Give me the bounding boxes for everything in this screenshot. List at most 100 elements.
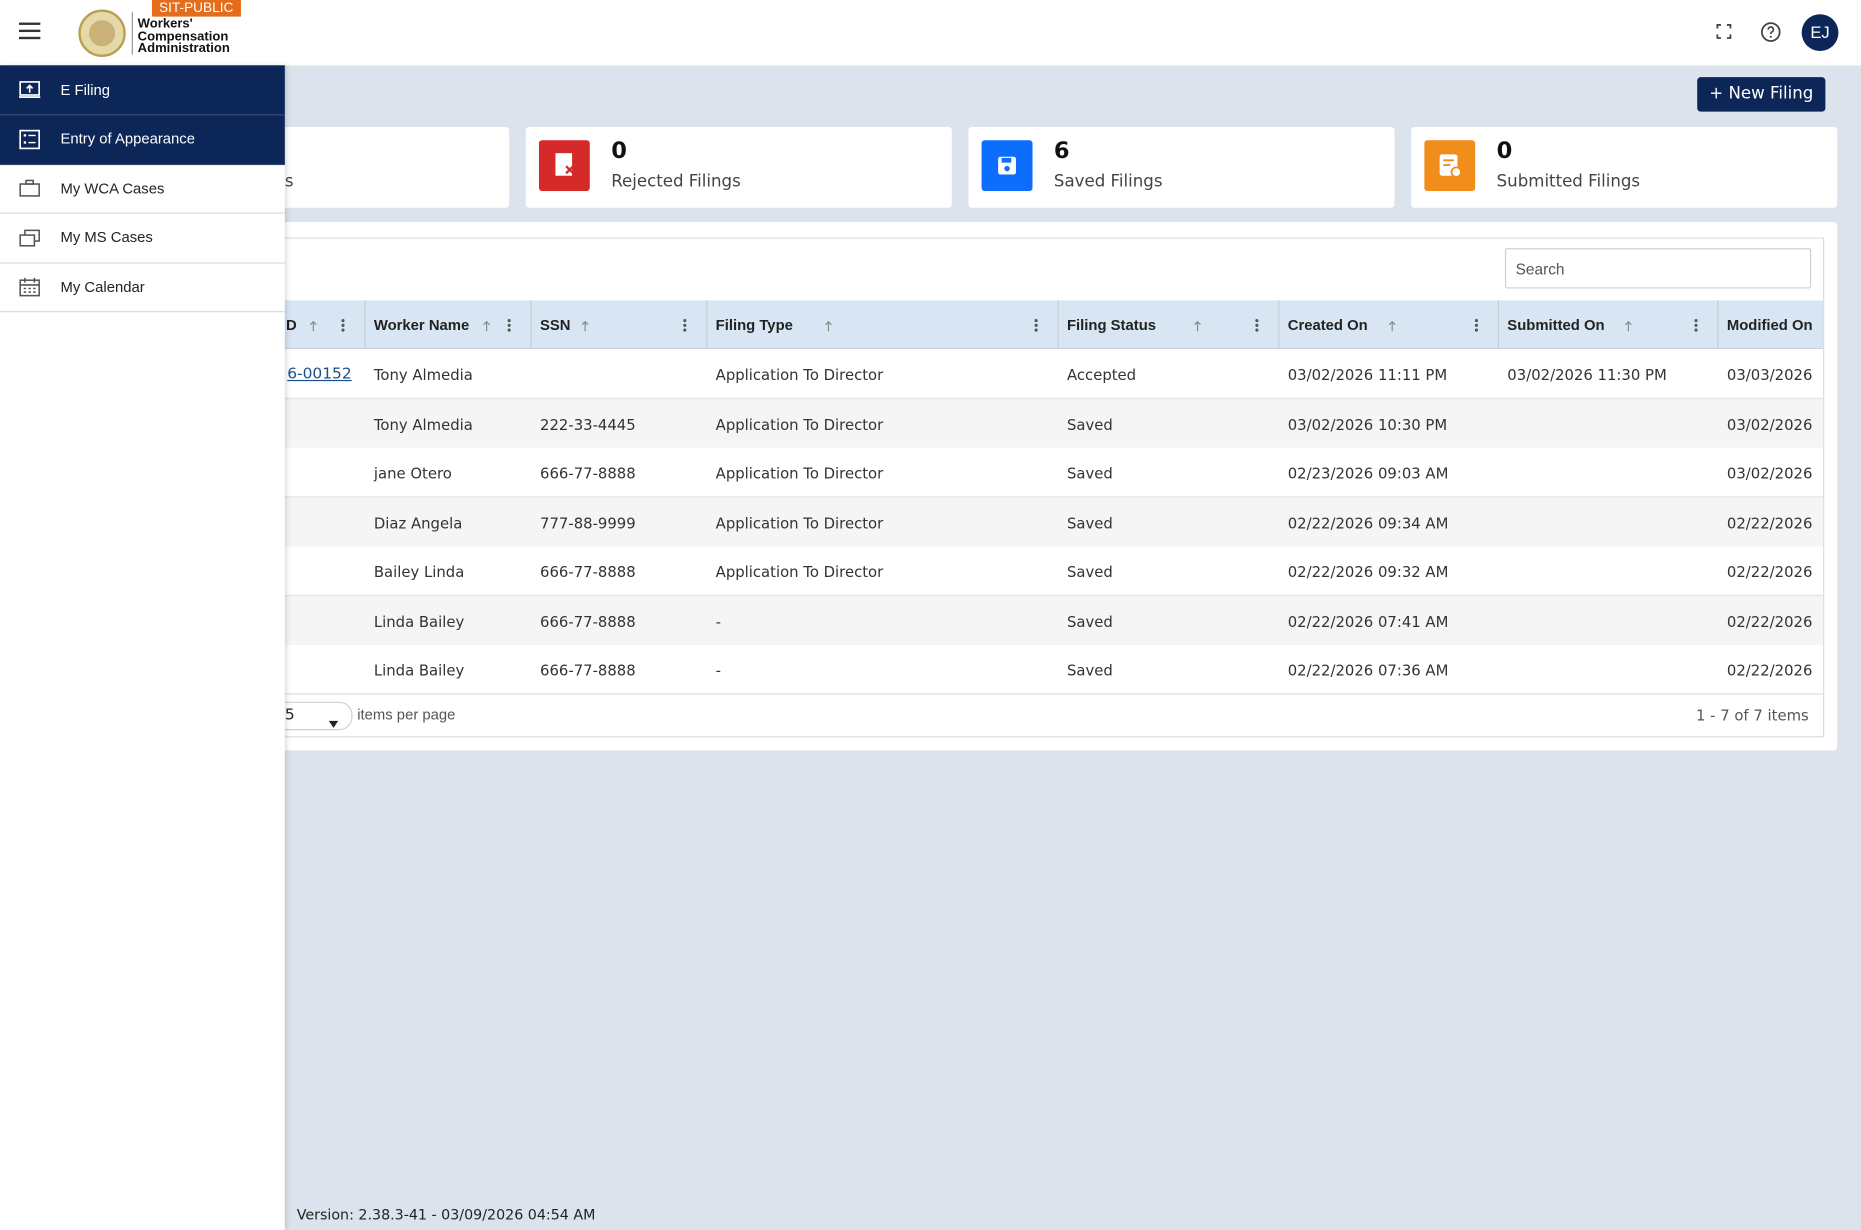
search-input[interactable]: Search [1504,248,1812,289]
column-divider [706,300,708,348]
table-cell: 02/22/2026 [1726,612,1813,630]
table-cell: - [715,661,722,680]
summary-card[interactable]: 6 Saved Filings [968,127,1395,208]
table-cell: Diaz Angela [373,513,463,532]
nav-item[interactable]: My Calendar [0,262,285,313]
card-count: 6 [1053,137,1070,164]
table-cell: 666-77-8888 [540,464,636,483]
new-filing-button[interactable]: + New Filing [1697,77,1826,112]
sort-icon [1624,317,1633,338]
page-size-value: 5 [284,706,295,725]
column-header[interactable]: Filing Status [1066,317,1157,334]
table-cell: 02/22/2026 07:41 AM [1287,612,1449,630]
table-cell: 02/22/2026 [1726,513,1813,532]
table-cell: Application To Director [715,464,884,483]
nav-item[interactable]: My MS Cases [0,213,285,263]
fullscreen-button[interactable] [1716,24,1732,39]
column-menu [1034,317,1039,338]
sort-icon [482,317,491,338]
nav-icon [19,277,40,297]
table-cell: 03/02/2026 10:30 PM [1287,414,1448,433]
menu-button[interactable] [18,21,42,40]
table-cell: 02/22/2026 09:32 AM [1287,562,1449,581]
nav-label: My Calendar [60,278,145,296]
nav-icon [19,129,40,149]
data-grid: Search D Worker Name SSN Filing Type Filing … [178,237,1825,738]
table-cell: Saved [1066,414,1113,433]
column-divider [1057,300,1059,348]
card-count: 0 [1496,137,1513,164]
column-divider [530,300,532,348]
table-cell: Saved [1066,661,1113,680]
nav-label: Entry of Appearance [60,130,195,148]
nav-item[interactable]: Entry of Appearance [0,114,285,165]
help-button[interactable] [1760,21,1781,42]
table-cell: Saved [1066,612,1113,630]
table-cell: Bailey Linda [373,562,465,581]
table-cell: 03/02/2026 11:30 PM [1507,365,1667,384]
card-label: Saved Filings [1053,172,1163,192]
table-cell: Saved [1066,464,1113,483]
column-header[interactable]: Modified On [1726,317,1813,334]
logo-line: Compensation [137,29,229,44]
table-cell: 03/02/2026 [1726,464,1813,483]
card-count: 0 [611,137,627,164]
table-cell: 02/22/2026 09:34 AM [1287,513,1449,532]
table-cell: Accepted [1066,365,1137,384]
table-cell: Saved [1066,513,1113,532]
nav-icon [18,81,41,98]
card-icon [981,140,1033,192]
table-cell: Application To Director [715,365,884,384]
table-cell: Application To Director [715,513,884,532]
logo-text: Workers' Compensation Administration [138,18,230,55]
column-header[interactable]: Filing Type [715,317,793,334]
column-header[interactable]: Worker Name [373,317,470,334]
environment-badge: SIT-PUBLIC [151,0,241,17]
header-row [179,300,1824,350]
nav-item[interactable]: My WCA Cases [0,164,285,214]
table-cell: 222-33-4445 [540,414,636,433]
column-header[interactable]: Submitted On [1507,317,1605,334]
card-label: Rejected Filings [611,172,741,192]
column-menu [1694,317,1699,338]
table-cell: 03/02/2026 11:11 PM [1287,365,1448,384]
column-divider [1278,300,1280,348]
table-cell: 666-77-8888 [540,562,636,581]
nav-label: My WCA Cases [60,179,165,197]
column-menu [1255,317,1260,338]
table-cell: 03/02/2026 [1726,414,1813,433]
column-header[interactable]: SSN [540,317,571,334]
nav-item[interactable]: E Filing [0,65,285,116]
version: Version: 2.38.3-41 - 03/09/2026 04:54 AM [296,1206,596,1223]
summary-card[interactable]: 0 Submitted Filings [1411,127,1838,208]
column-menu [682,317,687,338]
page-size-label: items per page [357,706,456,724]
table-cell: 777-88-9999 [540,513,636,532]
table-cell: 02/22/2026 07:36 AM [1287,661,1449,680]
column-menu [507,317,512,338]
dropdown-arrow [328,712,339,733]
nav-icon [19,179,40,197]
card-label: s [284,172,294,192]
filing-link[interactable]: 6-00152 [287,365,352,384]
card-icon [538,140,590,192]
column-header[interactable]: Created On [1287,317,1368,334]
avatar[interactable]: EJ [1801,14,1839,52]
table-cell: Linda Bailey [373,612,465,630]
table-row [179,496,1824,547]
sort-icon [824,317,833,338]
table-cell: Application To Director [715,414,884,433]
table-cell: jane Otero [373,464,452,483]
column-menu [341,317,346,338]
column-header[interactable]: D [286,317,297,334]
header: SIT-PUBLIC Workers' Compensation Adminis… [0,0,1861,67]
table-cell: 02/23/2026 09:03 AM [1287,464,1449,483]
column-menu [1474,317,1479,338]
summary-card[interactable]: 0 Rejected Filings [525,127,952,208]
divider [131,11,133,55]
table-row [179,398,1824,449]
seal-logo [78,9,126,57]
table-row [179,349,1824,399]
